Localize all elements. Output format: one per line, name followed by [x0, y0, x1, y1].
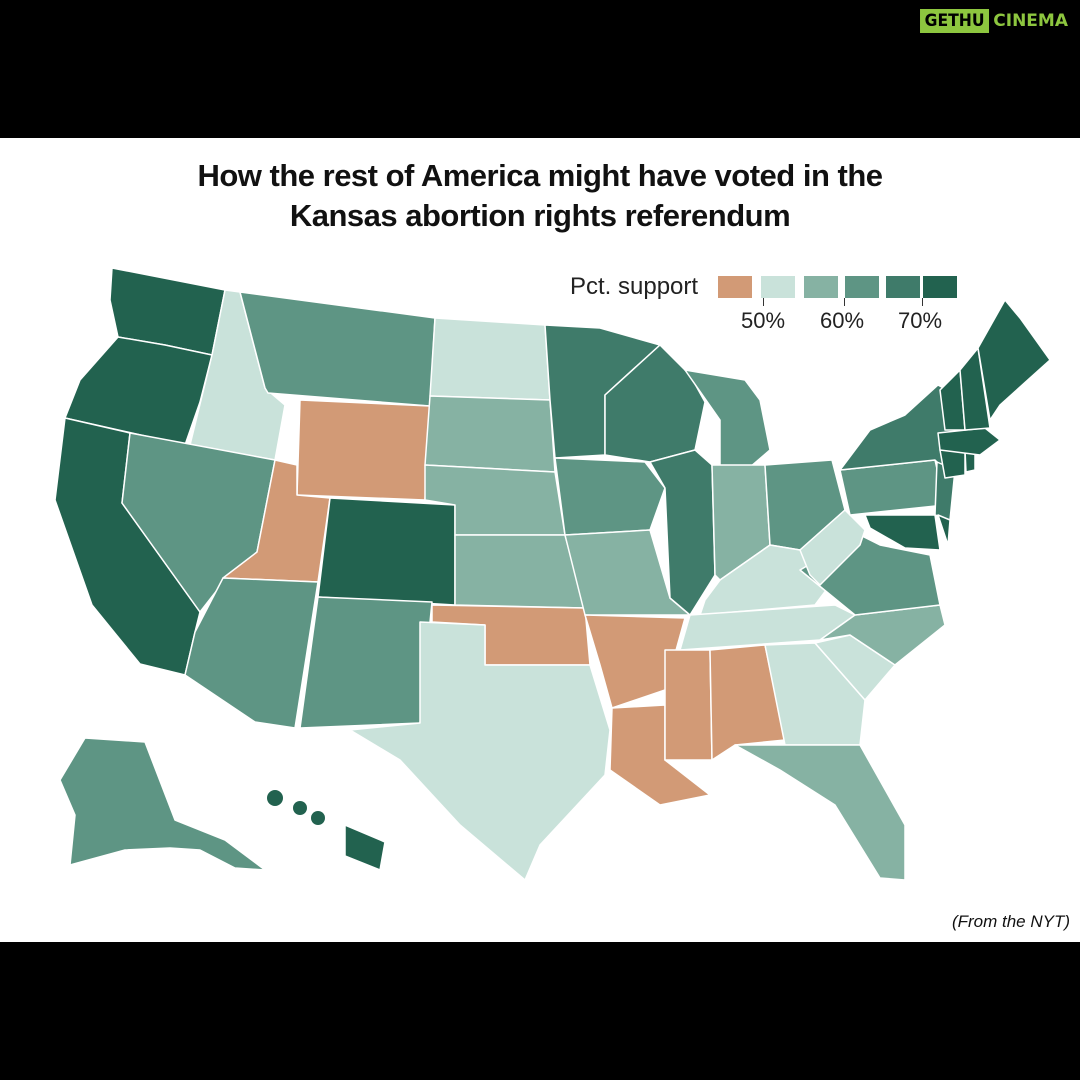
state-ms — [664, 649, 713, 761]
legend-swatch-2 — [761, 276, 795, 298]
logo-part-2: CINEMA — [993, 11, 1068, 31]
logo-part-1: GETHU — [920, 9, 990, 33]
state-de — [937, 514, 951, 546]
legend: Pct. support 50% 60% 70% — [570, 272, 970, 333]
legend-tick-label-1: 50% — [740, 308, 786, 333]
legend-swatch-5 — [886, 276, 920, 298]
state-ia — [554, 457, 666, 536]
state-hi-island-3 — [311, 811, 325, 825]
state-ma — [937, 427, 1001, 456]
state-wy — [296, 399, 431, 501]
state-me — [977, 299, 1051, 421]
legend-swatch-6 — [923, 276, 957, 298]
title-line-1: How the rest of America might have voted… — [197, 158, 883, 193]
state-fl — [734, 744, 906, 881]
state-nd — [429, 317, 551, 401]
legend-tick-label-2: 60% — [819, 308, 865, 333]
legend-swatch-4 — [845, 276, 879, 298]
state-or — [64, 336, 213, 446]
state-wi — [604, 344, 706, 463]
legend-swatch-3 — [804, 276, 838, 298]
state-hi-island-2 — [293, 801, 307, 815]
state-md — [864, 514, 941, 551]
state-co — [317, 497, 456, 606]
state-az — [184, 577, 319, 729]
state-hi — [344, 824, 386, 871]
legend-tick-label-3: 70% — [897, 308, 943, 333]
state-ak — [59, 737, 266, 871]
state-sd — [424, 395, 556, 473]
legend-label: Pct. support — [570, 273, 699, 300]
title-line-2: Kansas abortion rights referendum — [289, 198, 791, 233]
state-nh — [959, 347, 991, 431]
map-title: How the rest of America might have voted… — [0, 156, 1080, 236]
state-ar — [584, 614, 686, 709]
legend-tick-3 — [922, 298, 923, 306]
legend-tick-1 — [763, 298, 764, 306]
map-card: How the rest of America might have voted… — [0, 138, 1080, 942]
legend-swatch-1 — [718, 276, 752, 298]
state-ks — [454, 534, 586, 609]
state-wv — [799, 509, 866, 586]
state-al — [709, 644, 786, 761]
state-tx — [349, 621, 611, 881]
state-ct — [939, 449, 966, 479]
state-mt — [239, 291, 436, 407]
state-ga — [764, 642, 866, 746]
state-hi-island-1 — [267, 790, 283, 806]
source-credit: (From the NYT) — [951, 912, 1070, 931]
legend-tick-2 — [844, 298, 845, 306]
state-nm — [299, 596, 433, 729]
state-il — [649, 449, 716, 616]
channel-logo: GETHU CINEMA — [914, 8, 1072, 34]
us-map — [54, 267, 1051, 881]
